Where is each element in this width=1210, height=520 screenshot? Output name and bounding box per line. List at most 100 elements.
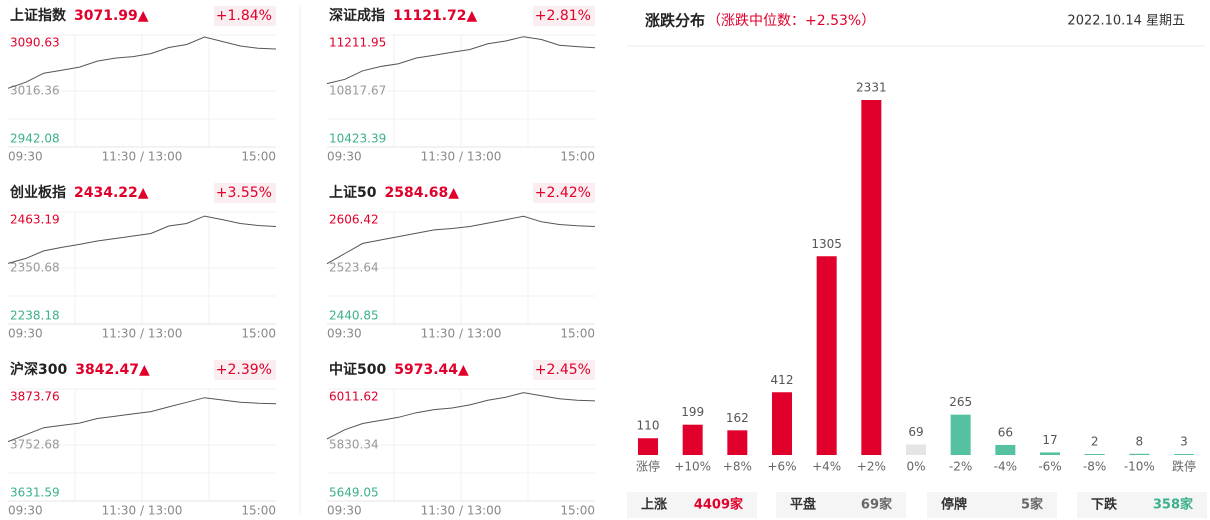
x-tick-label: 15:00 [241,150,276,164]
y-tick-label: 2463.19 [10,213,60,227]
value-label: 2331 [856,81,887,95]
change-chip [533,6,595,26]
x-tick-label: 09:30 [8,504,43,518]
index-change: +2.42% [535,185,591,201]
value-label: 412 [771,373,794,387]
x-tick-label: 09:30 [327,504,362,518]
x-tick-label: 15:00 [241,504,276,518]
y-tick-label: 10817.67 [329,84,386,98]
bar [1040,452,1060,455]
category-label: +4% [812,460,841,474]
price-line [7,36,277,89]
y-tick-label: 2350.68 [10,261,60,275]
index-name: 上证50 [329,185,377,201]
x-tick-label: 09:30 [8,150,43,164]
x-tick-label: 09:30 [327,327,362,341]
y-tick-label: 2523.64 [329,260,379,274]
x-tick-label: 11:30 / 13:00 [421,150,502,164]
bar [950,414,971,455]
bar [727,430,748,455]
category-label: 跌停 [1172,459,1196,474]
bar [861,100,882,455]
summary-count: 358家 [1153,497,1194,513]
index-change: +2.45% [535,362,591,378]
x-tick-label: 11:30 / 13:00 [421,504,502,518]
bar [772,392,792,455]
value-label: 265 [949,395,972,409]
bar [1129,453,1150,455]
summary-label: 平盘 [790,497,816,513]
value-label: 66 [998,425,1013,439]
change-chip [214,183,276,203]
x-tick-label: 11:30 / 13:00 [102,504,183,518]
value-label: 3 [1180,435,1188,449]
y-tick-label: 10423.39 [329,132,386,146]
bar [638,438,658,455]
summary-box [927,492,1057,518]
bar [1174,454,1194,455]
summary-label: 下跌 [1091,497,1118,513]
index-change: +2.81% [535,8,591,24]
price-line [326,36,596,85]
change-chip [533,183,595,203]
index-name: 深证成指 [329,7,385,24]
summary-label: 停牌 [941,497,967,513]
y-tick-label: 3016.36 [10,83,60,97]
x-tick-label: 15:00 [560,504,595,518]
index-name: 创业板指 [9,184,66,201]
category-label: 涨停 [636,459,660,474]
x-tick-label: 09:30 [327,150,362,164]
price-line [7,215,277,264]
category-label: -6% [1038,460,1061,474]
index-name: 沪深300 [10,361,67,378]
index-price: 11121.72▲ [393,8,478,24]
index-price: 3071.99▲ [74,8,149,24]
index-price: 5973.44▲ [394,362,469,378]
x-tick-label: 11:30 / 13:00 [102,327,183,341]
value-label: 69 [908,425,923,439]
summary-label: 上涨 [641,498,667,513]
y-tick-label: 6011.62 [329,390,379,404]
bar [906,444,926,455]
x-tick-label: 11:30 / 13:00 [421,327,502,341]
y-tick-label: 3631.59 [10,486,60,500]
category-label: -4% [994,460,1017,474]
index-price: 2434.22▲ [74,185,149,201]
bar [816,256,837,455]
value-label: 17 [1042,433,1057,447]
summary-count: 4409家 [694,497,744,513]
x-tick-label: 09:30 [8,327,43,341]
y-tick-label: 2606.42 [329,213,379,227]
category-label: +8% [723,460,752,474]
x-tick-label: 15:00 [560,150,595,164]
price-line [326,392,596,440]
y-tick-label: 3752.68 [10,437,60,451]
category-label: -2% [949,460,972,474]
value-label: 2 [1091,435,1099,449]
index-name: 中证500 [329,361,386,378]
value-label: 1305 [811,237,842,251]
category-label: +10% [674,460,711,474]
summary-count: 69家 [861,497,893,513]
bar [1084,454,1105,455]
value-label: 110 [637,419,660,433]
category-label: -8% [1083,460,1106,474]
index-name: 上证指数 [10,7,67,24]
y-tick-label: 2942.08 [10,132,60,146]
category-label: -10% [1124,460,1155,474]
index-change: +1.84% [216,8,272,24]
value-label: 8 [1136,434,1144,448]
summary-box [627,492,757,518]
index-change: +3.55% [216,185,272,201]
summary-box [1077,492,1207,518]
y-tick-label: 5830.34 [329,437,379,451]
price-line [326,215,596,265]
chart-title: 涨跌分布 [645,12,705,30]
bar [682,424,703,455]
y-tick-label: 11211.95 [329,36,386,50]
value-label: 162 [726,411,749,425]
change-chip [533,360,595,380]
y-tick-label: 2238.18 [10,309,60,323]
price-line [7,397,277,443]
